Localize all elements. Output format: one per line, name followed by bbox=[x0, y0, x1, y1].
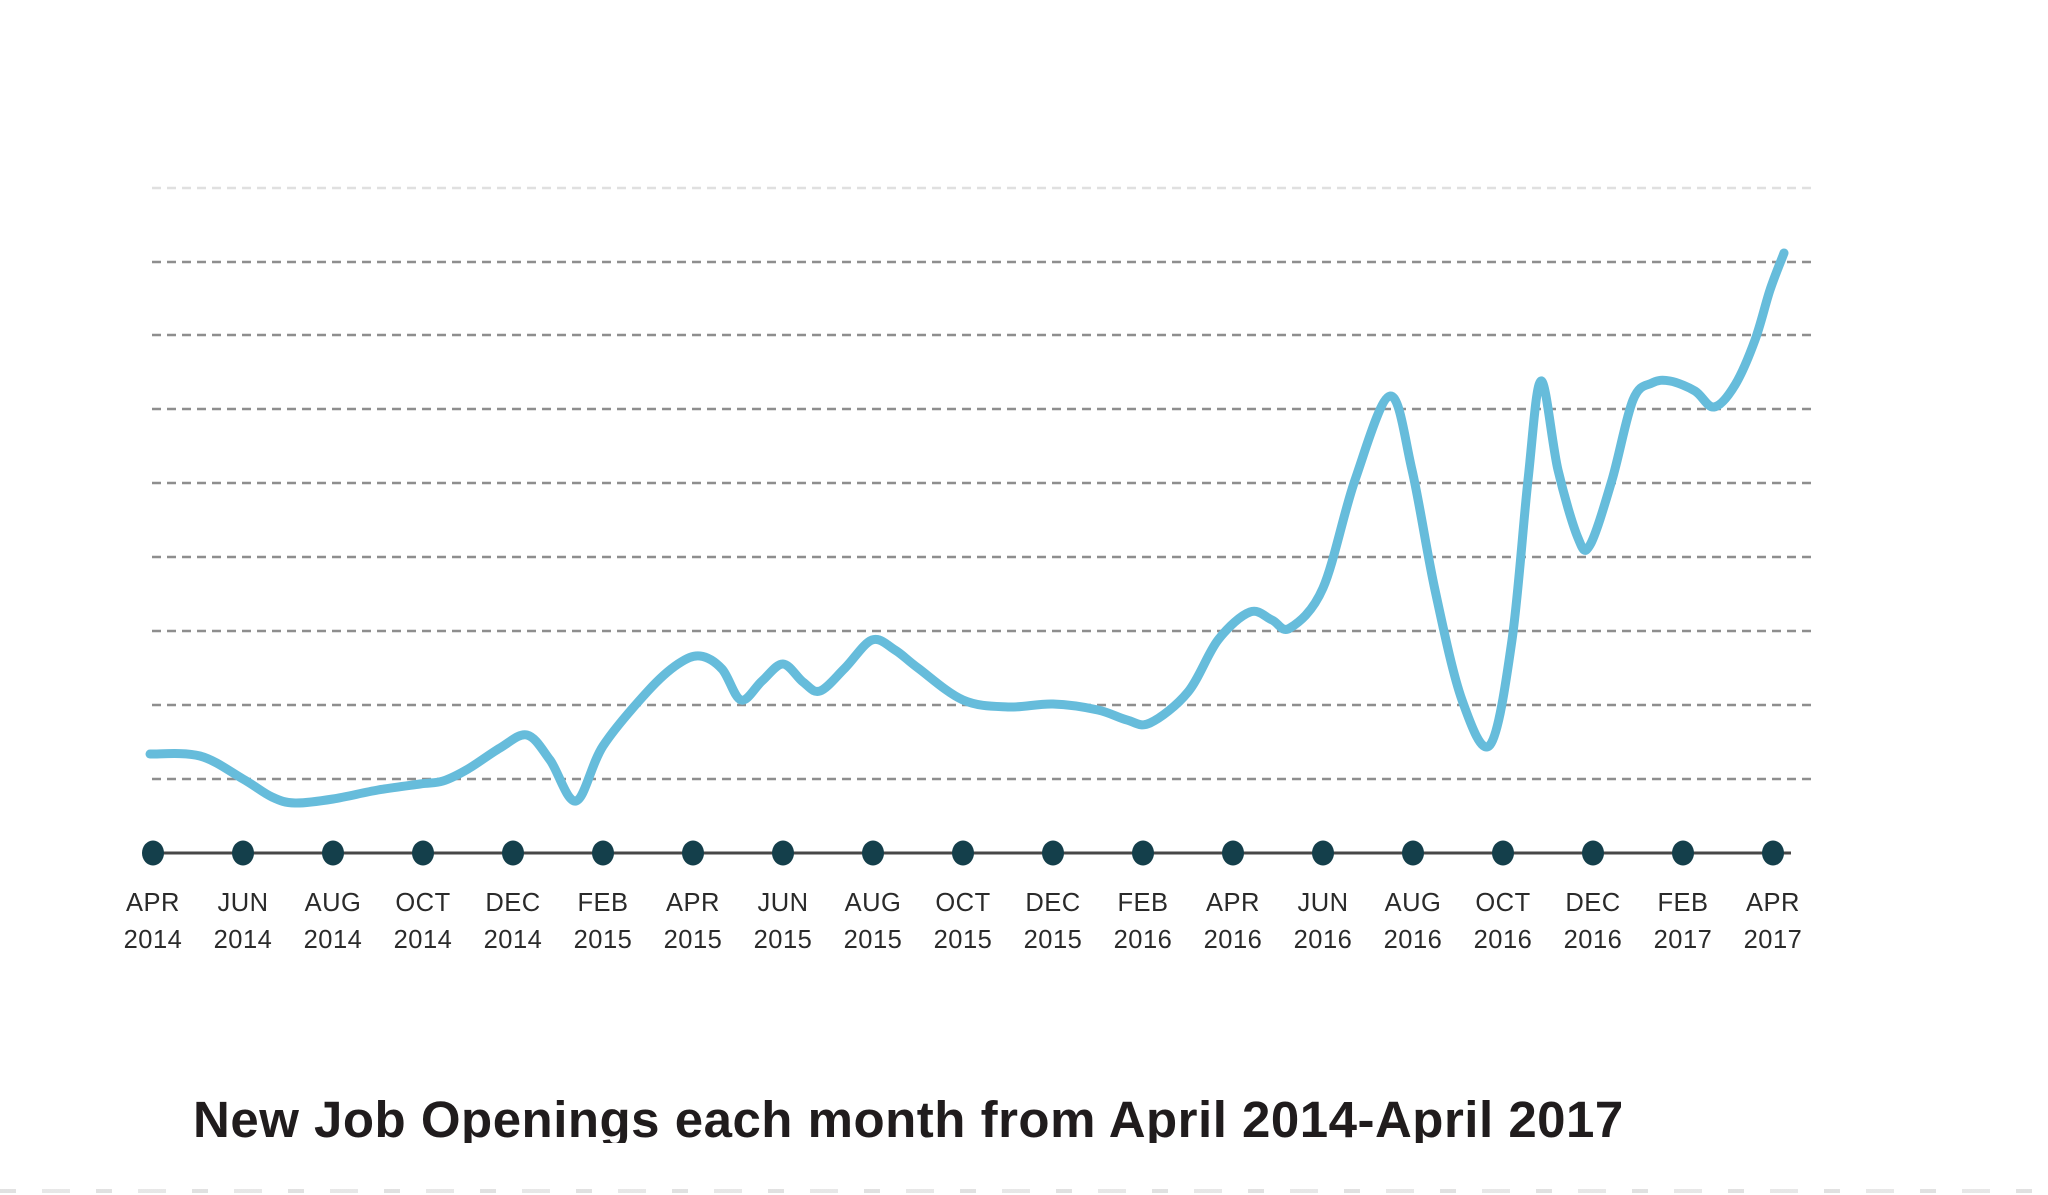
tick-label-month: APR bbox=[126, 889, 180, 917]
tick-label-year: 2015 bbox=[753, 926, 813, 954]
tick-label-month: JUN bbox=[217, 889, 269, 917]
tick-label-year: 2014 bbox=[123, 926, 183, 954]
tick-label: DEC 2015 bbox=[983, 885, 1123, 959]
tick-label-year: 2014 bbox=[303, 926, 363, 954]
timeline-dot bbox=[1492, 840, 1514, 866]
tick-label-month: DEC bbox=[485, 889, 541, 917]
tick-label-year: 2015 bbox=[573, 926, 633, 954]
tick-label-year: 2015 bbox=[843, 926, 903, 954]
timeline-dot bbox=[1762, 840, 1784, 866]
tick-label: OCT 2014 bbox=[353, 885, 493, 959]
timeline-dot-group bbox=[142, 840, 1784, 866]
tick-label-month: FEB bbox=[1117, 889, 1169, 917]
tick-label: APR 2017 bbox=[1703, 885, 1843, 959]
timeline-dot bbox=[142, 840, 164, 866]
tick-label-year: 2016 bbox=[1473, 926, 1533, 954]
timeline-dot bbox=[772, 840, 794, 866]
tick-label-month: AUG bbox=[844, 889, 902, 917]
tick-label: AUG 2016 bbox=[1343, 885, 1483, 959]
timeline-dot bbox=[1132, 840, 1154, 866]
tick-label-year: 2017 bbox=[1743, 926, 1803, 954]
tick-label: AUG 2014 bbox=[263, 885, 403, 959]
tick-label-year: 2015 bbox=[933, 926, 993, 954]
tick-label-year: 2014 bbox=[393, 926, 453, 954]
tick-label-month: DEC bbox=[1025, 889, 1081, 917]
tick-label-year: 2017 bbox=[1653, 926, 1713, 954]
tick-label-month: APR bbox=[666, 889, 720, 917]
timeline-dot bbox=[862, 840, 884, 866]
tick-label-month: JUN bbox=[757, 889, 809, 917]
tick-label-month: DEC bbox=[1565, 889, 1621, 917]
tick-label-year: 2014 bbox=[483, 926, 543, 954]
timeline-dot bbox=[682, 840, 704, 866]
tick-label-year: 2015 bbox=[1023, 926, 1083, 954]
tick-label-month: APR bbox=[1206, 889, 1260, 917]
tick-label: JUN 2014 bbox=[173, 885, 313, 959]
tick-label-month: OCT bbox=[1475, 889, 1531, 917]
tick-label-month: APR bbox=[1746, 889, 1800, 917]
tick-label: JUN 2016 bbox=[1253, 885, 1393, 959]
tick-label: OCT 2016 bbox=[1433, 885, 1573, 959]
tick-label: APR 2014 bbox=[83, 885, 223, 959]
tick-label: APR 2015 bbox=[623, 885, 763, 959]
timeline-dot bbox=[592, 840, 614, 866]
tick-label-year: 2014 bbox=[213, 926, 273, 954]
timeline-dot bbox=[1402, 840, 1424, 866]
timeline-dot bbox=[1582, 840, 1604, 866]
timeline-dot bbox=[322, 840, 344, 866]
timeline-dot bbox=[1312, 840, 1334, 866]
tick-label-month: AUG bbox=[1384, 889, 1442, 917]
tick-label: DEC 2016 bbox=[1523, 885, 1663, 959]
timeline-dot bbox=[952, 840, 974, 866]
tick-label: OCT 2015 bbox=[893, 885, 1033, 959]
tick-label-month: FEB bbox=[1657, 889, 1709, 917]
timeline-dot bbox=[1042, 840, 1064, 866]
clipped-text-artifact bbox=[0, 1189, 2048, 1193]
tick-label: FEB 2017 bbox=[1613, 885, 1753, 959]
tick-label-year: 2016 bbox=[1383, 926, 1443, 954]
tick-label-year: 2016 bbox=[1293, 926, 1353, 954]
tick-label-month: OCT bbox=[395, 889, 451, 917]
tick-label: FEB 2015 bbox=[533, 885, 673, 959]
tick-label-year: 2016 bbox=[1203, 926, 1263, 954]
timeline-dot bbox=[1672, 840, 1694, 866]
tick-label-year: 2015 bbox=[663, 926, 723, 954]
tick-label: DEC 2014 bbox=[443, 885, 583, 959]
tick-label: FEB 2016 bbox=[1073, 885, 1213, 959]
timeline-dot bbox=[1222, 840, 1244, 866]
tick-label: AUG 2015 bbox=[803, 885, 943, 959]
timeline-dot bbox=[502, 840, 524, 866]
chart-title: New Job Openings each month from April 2… bbox=[193, 1092, 1624, 1143]
tick-label-month: FEB bbox=[577, 889, 629, 917]
timeline-dot bbox=[232, 840, 254, 866]
gridline-group bbox=[152, 186, 1812, 781]
tick-label-year: 2016 bbox=[1563, 926, 1623, 954]
timeline-dot bbox=[412, 840, 434, 866]
tick-label-month: AUG bbox=[304, 889, 362, 917]
tick-label: JUN 2015 bbox=[713, 885, 853, 959]
tick-label-year: 2016 bbox=[1113, 926, 1173, 954]
tick-label: APR 2016 bbox=[1163, 885, 1303, 959]
trend-line bbox=[145, 248, 1789, 808]
tick-label-month: OCT bbox=[935, 889, 991, 917]
tick-label-month: JUN bbox=[1297, 889, 1349, 917]
